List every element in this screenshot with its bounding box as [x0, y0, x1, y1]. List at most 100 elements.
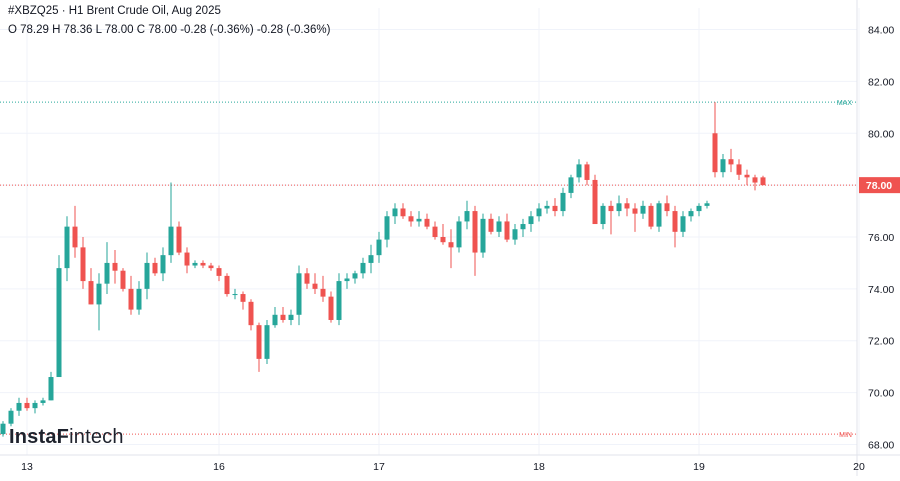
y-tick-label: 80.00 [868, 128, 894, 140]
candle-body [80, 247, 86, 282]
candle-body [632, 208, 638, 214]
candle-body [56, 268, 62, 378]
candle-body [760, 177, 766, 186]
y-tick-label: 74.00 [868, 284, 894, 296]
candle-body [176, 226, 182, 253]
candle-body [328, 296, 334, 320]
candle-body [192, 262, 198, 266]
candle-body [496, 221, 502, 232]
candle-body [712, 133, 718, 173]
candle-body [256, 325, 262, 359]
candle-body [240, 294, 246, 302]
last-price-box [859, 177, 900, 194]
candle-body [608, 205, 614, 212]
candle-body [600, 205, 606, 225]
candle-body [184, 252, 190, 266]
candle-body [456, 221, 462, 248]
y-tick-label: 72.00 [868, 336, 894, 348]
min-label: MIN [839, 432, 852, 439]
candle-body [368, 255, 374, 263]
x-tick-label: 13 [21, 461, 33, 473]
y-tick-label: 68.00 [868, 439, 894, 451]
x-tick-label: 17 [373, 461, 385, 473]
candle-body [520, 224, 526, 230]
candle-body [448, 242, 454, 248]
candle-body [208, 265, 214, 269]
candle-body [8, 410, 14, 424]
candle-body [128, 288, 134, 310]
candle-body [312, 283, 318, 289]
candle-body [216, 268, 222, 276]
candle-body [344, 278, 350, 282]
candle-body [104, 262, 110, 284]
watermark-bold: InstaF [9, 426, 70, 448]
candle-body [24, 402, 30, 409]
candle-body [672, 211, 678, 232]
candle-body [72, 226, 78, 248]
candle-body [752, 177, 758, 183]
candle-body [584, 164, 590, 180]
candle-body [440, 237, 446, 243]
candle-body [32, 402, 38, 409]
y-tick-label: 70.00 [868, 388, 894, 400]
candle-body [168, 226, 174, 256]
candle-body [704, 203, 710, 206]
candle-body [160, 255, 166, 274]
candle-body [744, 174, 750, 178]
candle-body [592, 179, 598, 225]
candle-body [96, 283, 102, 305]
chart-title: #XBZQ25 · H1 Brent Crude Oil, Aug 2025 [8, 5, 221, 17]
candle-body [576, 164, 582, 178]
candle-body [288, 314, 294, 320]
candle-body [688, 211, 694, 217]
candle-body [40, 400, 46, 403]
candle-body [408, 216, 414, 222]
x-tick-label: 19 [693, 461, 705, 473]
candle-body [88, 281, 94, 305]
candle-body [432, 226, 438, 237]
candle-body [400, 208, 406, 217]
candle-body [464, 211, 470, 222]
candle-body [480, 218, 486, 253]
candle-body [352, 273, 358, 279]
candle-body [232, 294, 238, 296]
candle-body [48, 377, 54, 401]
candle-body [568, 177, 574, 193]
candle-body [640, 205, 646, 214]
candle-body [112, 262, 118, 271]
candle-body [64, 226, 70, 269]
x-tick-label: 20 [853, 461, 865, 473]
candle-body [296, 273, 302, 315]
candle-body [120, 270, 126, 289]
y-tick-label: 76.00 [868, 232, 894, 244]
candle-body [272, 314, 278, 326]
max-label: MAX [837, 100, 853, 107]
candle-body [648, 205, 654, 227]
candle-body [736, 164, 742, 175]
candle-body [680, 216, 686, 232]
candle-body [656, 203, 662, 227]
candle-body [304, 273, 310, 284]
candle-body [376, 239, 382, 256]
x-tick-label: 16 [213, 461, 225, 473]
candle-body [144, 262, 150, 289]
candle-body [664, 203, 670, 212]
candle-body [552, 205, 558, 212]
candle-body [720, 159, 726, 173]
candle-body [488, 218, 494, 232]
candle-body [224, 275, 230, 295]
candle-body [392, 208, 398, 217]
candle-body [472, 211, 478, 253]
candle-body [384, 216, 390, 240]
candle-body [16, 402, 22, 411]
candle-body [416, 218, 422, 222]
y-tick-label: 82.00 [868, 76, 894, 88]
candle-body [264, 325, 270, 359]
candle-body [336, 281, 342, 320]
candle-body [560, 192, 566, 212]
candle-body [504, 221, 510, 240]
candle-body [152, 262, 158, 274]
candle-body [320, 288, 326, 297]
